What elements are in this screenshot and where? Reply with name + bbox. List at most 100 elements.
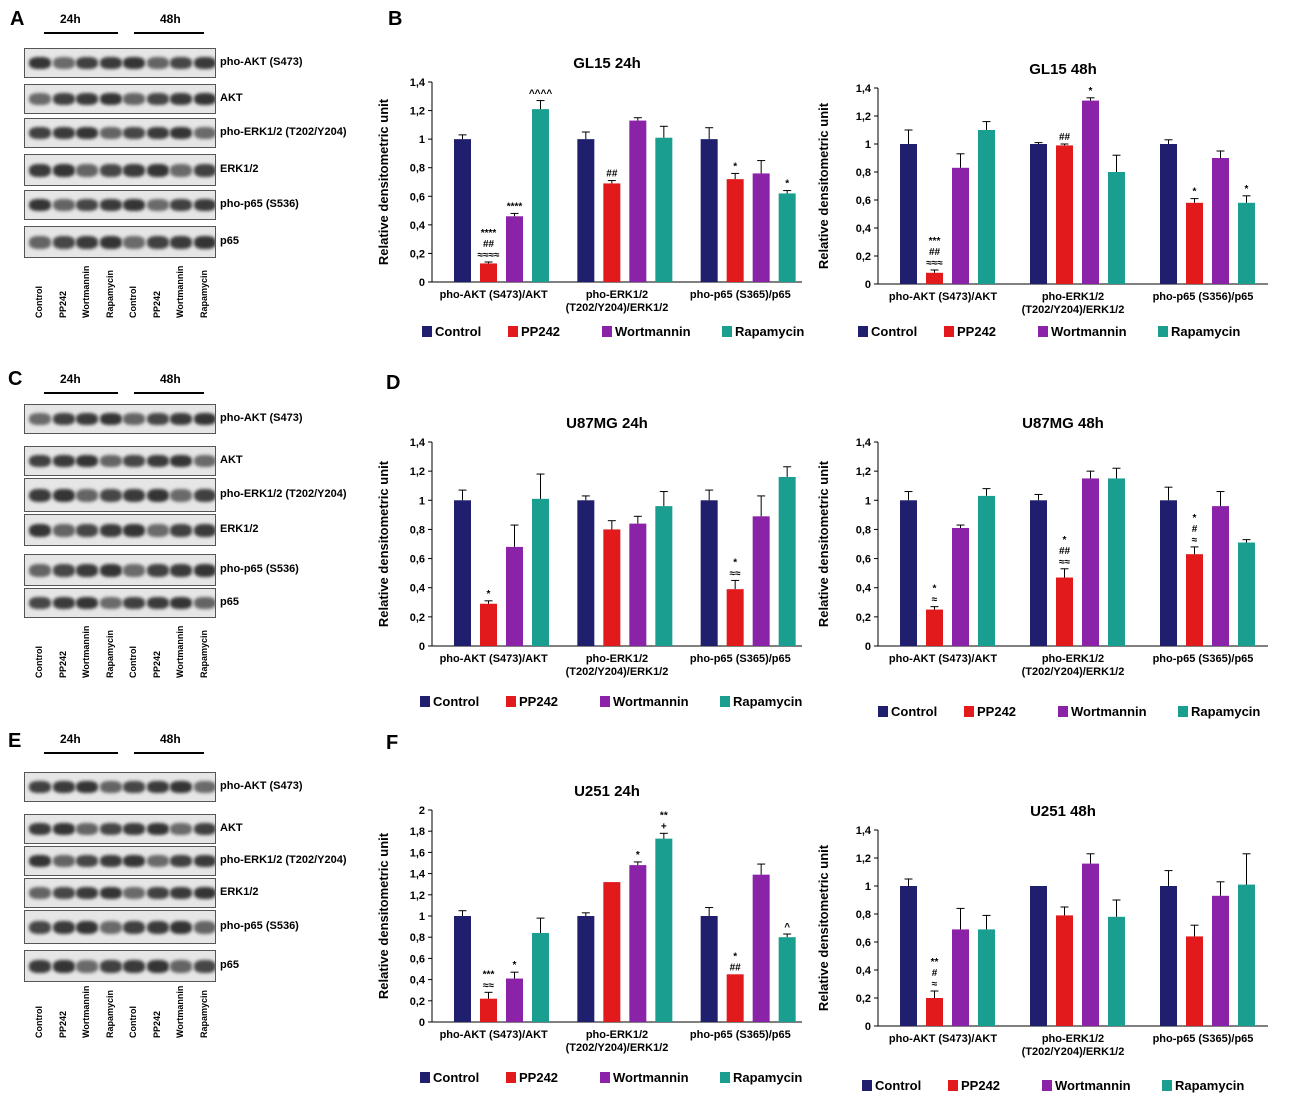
y-tick-label: 0,2 [410,996,425,1008]
blot-band [99,564,122,577]
lane-label: PP242 [151,650,162,678]
bar-control [454,916,471,1022]
blot-band [170,57,192,70]
blot-band [170,488,192,503]
significance-mark: ## [730,962,742,973]
blot-band [193,488,215,503]
blot-band [123,564,145,577]
y-tick-label: 0,8 [856,524,871,536]
blot-strip [24,190,216,220]
blot-band [193,887,215,900]
blot-band [170,564,192,577]
group-label: pho-AKT (S473)/AKT [440,1029,548,1041]
y-tick-label: 0,6 [856,554,871,566]
legend-swatch-wortmannin [1042,1080,1052,1091]
legend-label: Wortmannin [1055,1078,1131,1093]
blot-band [193,960,215,973]
blot-band [123,887,145,900]
y-tick-label: 1,2 [410,890,425,902]
y-tick-label: 1 [419,911,425,923]
blot-band [146,93,169,106]
y-tick-label: 1,4 [410,77,426,89]
blot-strip [24,588,216,618]
y-tick-label: 0,4 [410,975,426,987]
panel-letter-b: B [388,8,403,30]
blot-band [76,564,98,577]
group-label: (T202/Y204)/ERK1/2 [1022,666,1125,678]
y-tick-label: 0,6 [856,937,871,949]
chart-u87mg-24h: U87MG 24h Relative densitometric unit 0 0,2… [372,410,812,722]
bar-wortmannin [629,120,647,282]
blot-band [123,413,145,426]
group-label: pho-ERK1/2 [586,1029,648,1041]
significance-mark: ≈≈ [1059,557,1070,568]
bar-wortmannin [506,546,523,646]
bar-rapamycin [1238,542,1255,646]
blot-band [29,199,51,212]
bar-rapamycin [778,476,796,646]
significance-mark: # [932,968,938,979]
blot-row-label: pho-ERK1/2 (T202/Y204) [220,126,347,138]
lane-label: PP242 [57,290,68,318]
y-tick-label: 0 [419,1017,425,1029]
blot-band [123,199,145,212]
blot-band [123,488,145,503]
lane-label: Control [34,1006,44,1038]
blot-band [146,524,169,537]
bar-pp242 [726,589,744,646]
lane-label: Rapamycin [198,989,209,1038]
blot-row-label: pho-ERK1/2 (T202/Y204) [220,488,347,500]
group-label: (T202/Y204)/ERK1/2 [566,666,669,678]
legend-label: Rapamycin [733,1070,802,1085]
legend-swatch-pp242 [948,1080,958,1091]
bar-pp242 [726,974,744,1022]
significance-mark: ≈ [932,979,938,990]
blot-strip [24,84,216,114]
blot-band [52,960,75,973]
blot-band [193,413,215,426]
blot-band [146,488,169,503]
time-label: 24h [60,372,81,386]
chart-u87mg-48h: U87MG 48h Relative densitometric unit 0 0,2… [812,410,1282,722]
bar-wortmannin [1082,863,1099,1026]
chart-title: GL15 48h [1029,61,1097,78]
y-tick-label: 0,6 [410,953,425,965]
blot-band [29,564,51,577]
significance-mark: ** [660,810,668,821]
blot-band [146,564,169,577]
blot-band [99,524,122,537]
group-label: pho-p65 (S356)/p65 [1153,291,1254,303]
panel-letter-d: D [386,372,401,394]
bar-control [1160,886,1177,1026]
y-tick-label: 1 [419,134,425,146]
blot-row-label: p65 [220,235,239,247]
y-tick-label: 0,2 [856,612,871,624]
bar-control [1030,144,1047,284]
blot-band [99,455,122,468]
blot-band [170,236,192,249]
y-tick-label: 1,2 [856,853,871,865]
significance-mark: ## [1059,132,1071,143]
blot-band [193,127,215,140]
group-label: pho-ERK1/2 [586,653,648,665]
legend-label: PP242 [521,324,560,339]
y-tick-label: 1 [419,495,425,507]
blot-band [29,960,51,973]
significance-mark: ^ [784,922,790,933]
chart-u251-24h: U251 24h Relative densitometric unit 0 0,2 0… [372,772,812,1092]
blot-band [193,199,215,212]
blot-band [193,57,215,70]
legend-swatch-rapamycin [1178,706,1188,717]
legend-swatch-control [420,696,430,707]
group-label: pho-ERK1/2 [1042,291,1104,303]
blot-band [99,199,122,212]
bar-wortmannin [752,173,770,282]
blot-band [193,920,215,935]
blot-strip [24,514,216,546]
blot-band [76,199,98,212]
chart-title: U87MG 24h [566,415,648,432]
y-tick-label: 0,8 [410,163,425,175]
y-tick-label: 1,4 [856,437,872,449]
lane-label: Rapamycin [198,269,209,318]
blot-band [99,413,122,426]
